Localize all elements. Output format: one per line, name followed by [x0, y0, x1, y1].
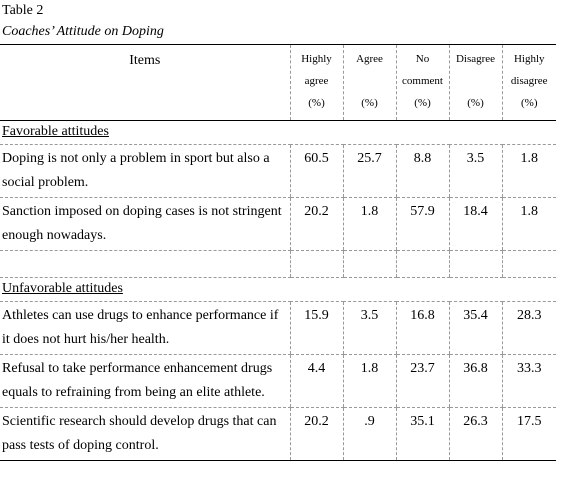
table-row: Sanction imposed on doping cases is not … — [0, 197, 556, 251]
row-value: 33.3 — [501, 354, 556, 408]
highly-agree-header: Highly agree (%) — [289, 44, 343, 121]
row-item: Doping is not only a problem in sport bu… — [0, 144, 290, 198]
table-title: Coaches’ Attitude on Doping — [2, 24, 164, 39]
row-value: 36.8 — [448, 354, 502, 408]
row-value: 16.8 — [395, 301, 449, 355]
section-title: Unfavorable attitudes — [0, 277, 556, 302]
highly-disagree-header: Highly disagree (%) — [501, 44, 556, 121]
row-value: 26.3 — [448, 407, 502, 461]
table-row: Athletes can use drugs to enhance perfor… — [0, 301, 556, 355]
row-value: 35.4 — [448, 301, 502, 355]
spacer-row — [0, 250, 556, 278]
row-value: 28.3 — [501, 301, 556, 355]
row-value: 20.2 — [289, 197, 343, 251]
table-label: Table 2 — [2, 3, 44, 18]
row-value: 1.8 — [342, 197, 396, 251]
no-comment-header: No comment (%) — [395, 44, 449, 121]
agree-header: Agree (%) — [342, 44, 396, 121]
section-title: Favorable attitudes — [0, 120, 556, 145]
items-header: Items — [129, 53, 161, 68]
row-value: 60.5 — [289, 144, 343, 198]
table-row: Doping is not only a problem in sport bu… — [0, 144, 556, 198]
row-value: 57.9 — [395, 197, 449, 251]
row-value: 1.8 — [501, 144, 556, 198]
table-row: Refusal to take performance enhancement … — [0, 354, 556, 408]
row-item: Sanction imposed on doping cases is not … — [0, 197, 290, 251]
row-value: .9 — [342, 407, 396, 461]
section-row-favorable: Favorable attitudes — [0, 120, 556, 145]
row-value: 25.7 — [342, 144, 396, 198]
attitude-table: Items Highly agree (%) Agree (%) No comment… — [0, 44, 556, 461]
row-value: 18.4 — [448, 197, 502, 251]
disagree-header: Disagree (%) — [448, 44, 502, 121]
row-value: 23.7 — [395, 354, 449, 408]
table-row: Scientific research should develop drugs… — [0, 407, 556, 461]
row-item: Refusal to take performance enhancement … — [0, 354, 290, 408]
row-value: 20.2 — [289, 407, 343, 461]
section-row-unfavorable: Unfavorable attitudes — [0, 277, 556, 302]
row-item: Athletes can use drugs to enhance perfor… — [0, 301, 290, 355]
row-item: Scientific research should develop drugs… — [0, 407, 290, 461]
row-value: 17.5 — [501, 407, 556, 461]
row-value: 1.8 — [501, 197, 556, 251]
row-value: 4.4 — [289, 354, 343, 408]
row-value: 3.5 — [448, 144, 502, 198]
row-value: 15.9 — [289, 301, 343, 355]
row-value: 8.8 — [395, 144, 449, 198]
row-value: 35.1 — [395, 407, 449, 461]
row-value: 1.8 — [342, 354, 396, 408]
row-value: 3.5 — [342, 301, 396, 355]
header-row: Items Highly agree (%) Agree (%) No comment… — [0, 44, 556, 121]
